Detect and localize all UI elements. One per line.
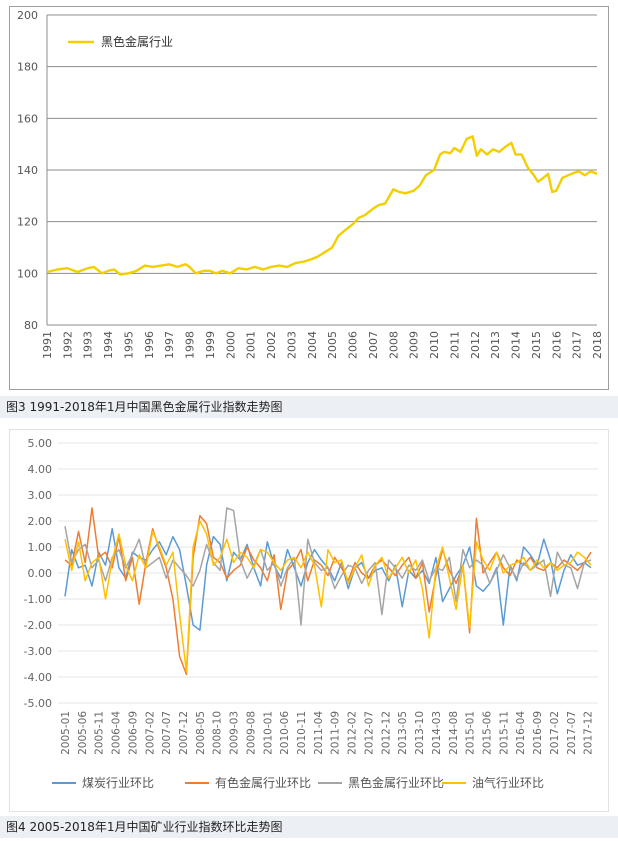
y-tick-label: 1.00 [28, 541, 53, 554]
x-tick-label: 2012-07 [363, 711, 375, 755]
x-tick-label: 2005-06 [77, 711, 89, 755]
x-tick-label: 2005-11 [94, 711, 106, 755]
series-line-oil-gas [64, 520, 592, 673]
x-tick-label: 1993 [82, 331, 95, 359]
y-tick-label: 140 [17, 164, 38, 177]
chart-mining-mom-panel: 5.00 4.00 3.00 2.00 1.00 0.00 -1.00 -2.00 -3.00 -… [9, 429, 609, 812]
y-tick-label: 5.00 [28, 437, 53, 450]
y-tick-label: -1.00 [24, 593, 52, 606]
y-tick-label: 120 [17, 216, 38, 229]
x-tick-label: 1995 [122, 331, 135, 359]
x-tick-label: 2012-12 [380, 711, 392, 755]
x-tick-label: 2017 [571, 331, 584, 359]
x-tick-label: 2014 [510, 331, 523, 359]
x-tick-label: 2015-01 [465, 711, 477, 755]
x-tick-label: 2010 [428, 331, 441, 359]
x-tick-label: 2017-07 [566, 711, 578, 755]
chart-steel-index: 80 100 120 140 160 180 200 1991 1992 1993 1994 1995… [17, 9, 604, 359]
y-tick-label: -3.00 [24, 645, 52, 658]
y-tick-label: 2.00 [28, 515, 53, 528]
y-tick-label: 4.00 [28, 463, 53, 476]
legend-label: 黑色金属行业 [101, 34, 173, 49]
x-tick-label: 2016-09 [532, 711, 544, 755]
x-tick-label: 1994 [102, 331, 115, 359]
y-tick-label: -5.00 [24, 697, 52, 710]
x-tick-label: 2007-12 [178, 711, 190, 755]
x-tick-label: 2016-04 [515, 711, 527, 755]
x-tick-label: 2014-03 [431, 711, 443, 755]
x-tick-label: 1991 [41, 331, 54, 359]
x-tick-label: 2011 [448, 331, 461, 359]
x-tick-label: 1992 [61, 331, 74, 359]
x-tick-label: 2013 [489, 331, 502, 359]
x-tick-label: 2007-02 [144, 711, 156, 755]
x-tick-label: 2001 [245, 331, 258, 359]
x-tick-label: 1997 [163, 331, 176, 359]
chart-caption: 图3 1991-2018年1月中国黑色金属行业指数走势图 [0, 396, 618, 418]
legend-label: 油气行业环比 [472, 775, 544, 790]
x-tick-label: 2012-02 [347, 711, 359, 755]
x-tick-label: 2010-11 [296, 711, 308, 755]
x-tick-label: 2015-11 [498, 711, 510, 755]
x-tick-label: 2018 [591, 331, 604, 359]
x-tick-label: 2007-07 [161, 711, 173, 755]
x-tick-label: 2014-08 [448, 711, 460, 755]
x-tick-label: 1998 [184, 331, 197, 359]
x-tick-label: 2006 [347, 331, 360, 359]
x-tick-label: 2017-12 [583, 711, 595, 755]
y-tick-label: 100 [17, 267, 38, 280]
x-tick-label: 2010-01 [262, 711, 274, 755]
x-tick-label: 2008 [387, 331, 400, 359]
x-tick-label: 2003 [285, 331, 298, 359]
x-tick-label: 2005 [326, 331, 339, 359]
x-tick-label: 2009-08 [245, 711, 257, 755]
x-tick-label: 2016 [550, 331, 563, 359]
y-tick-label: -4.00 [24, 671, 52, 684]
legend-label: 煤炭行业环比 [82, 776, 154, 790]
x-tick-label: 1996 [143, 331, 156, 359]
x-tick-label: 2015 [530, 331, 543, 359]
x-tick-label: 2005-01 [60, 711, 72, 755]
y-tick-label: -2.00 [24, 619, 52, 632]
x-tick-label: 2009-03 [229, 711, 241, 755]
x-tick-label: 2010-06 [279, 711, 291, 755]
legend-label: 黑色金属行业环比 [348, 775, 444, 790]
x-tick-label: 1999 [204, 331, 217, 359]
x-tick-label: 2006-09 [127, 711, 139, 755]
series-line-black-metal [46, 135, 598, 276]
y-tick-label: 3.00 [28, 489, 53, 502]
chart-mining-mom: 5.00 4.00 3.00 2.00 1.00 0.00 -1.00 -2.00 -3.00 -… [24, 437, 598, 790]
x-tick-label: 2004 [306, 331, 319, 359]
chart-steel-index-panel: 80 100 120 140 160 180 200 1991 1992 1993 1994 1995… [9, 6, 609, 390]
x-tick-label: 2000 [224, 331, 237, 359]
x-tick-label: 2013-10 [414, 711, 426, 755]
x-tick-label: 2009 [408, 331, 421, 359]
y-tick-label: 200 [17, 9, 38, 22]
chart-caption: 图4 2005-2018年1月中国矿业行业指数环比走势图 [0, 816, 618, 838]
y-tick-label: 80 [24, 319, 38, 332]
y-tick-label: 0.00 [28, 567, 53, 580]
x-tick-label: 2015-06 [481, 711, 493, 755]
legend-label: 有色金属行业环比 [215, 775, 311, 790]
x-tick-label: 2017-02 [549, 711, 561, 755]
series-line-black-metal [64, 507, 592, 626]
x-tick-label: 2002 [265, 331, 278, 359]
series-line-nonferrous [64, 507, 592, 676]
x-tick-label: 2008-05 [195, 711, 207, 755]
x-tick-label: 2011-04 [313, 711, 325, 755]
x-tick-label: 2011-09 [330, 711, 342, 755]
y-tick-label: 160 [17, 112, 38, 125]
x-tick-label: 2012 [469, 331, 482, 359]
x-tick-label: 2008-10 [212, 711, 224, 755]
x-tick-label: 2013-05 [397, 711, 409, 755]
x-tick-label: 2007 [367, 331, 380, 359]
y-tick-label: 180 [17, 61, 38, 74]
x-tick-label: 2006-04 [111, 711, 123, 755]
